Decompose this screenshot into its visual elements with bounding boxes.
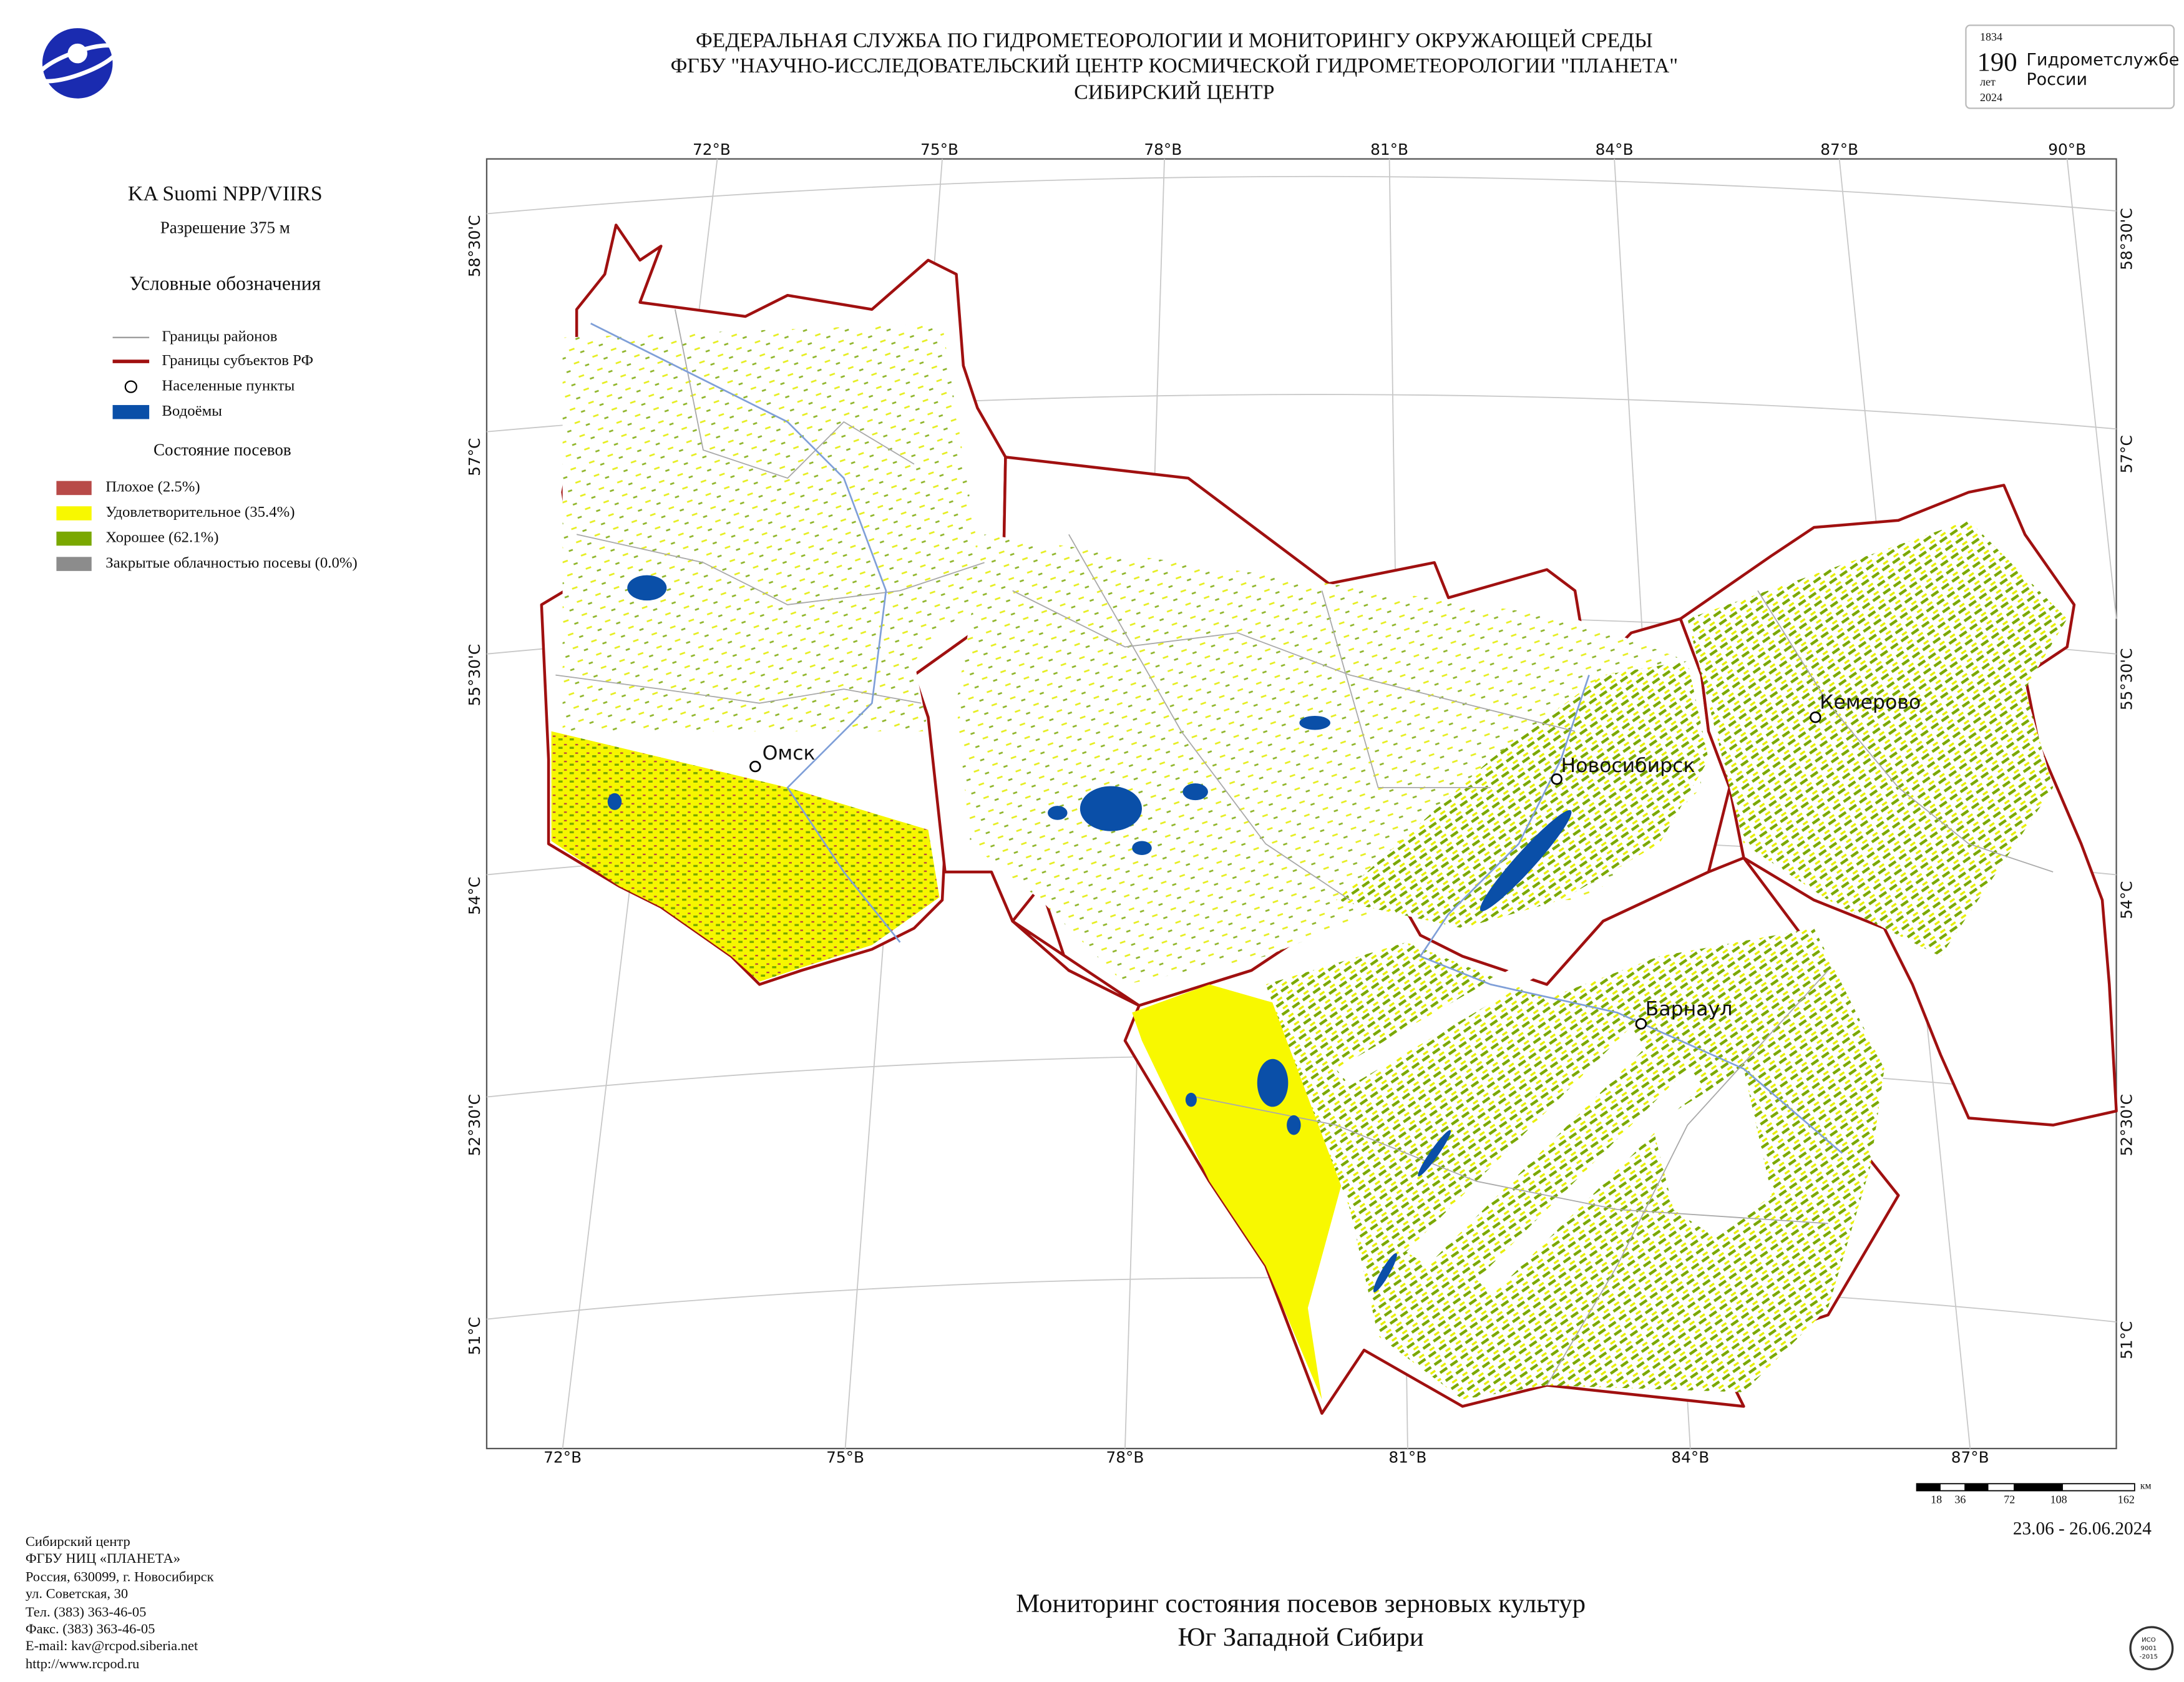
- logo-text: 2024: [1980, 91, 2002, 104]
- legend: KA Suomi NPP/VIIRS Разрешение 375 м Усло…: [56, 182, 358, 571]
- footer-line: Факс. (383) 363-46-05: [26, 1621, 155, 1636]
- footer: Сибирский центр ФГБУ НИЦ «ПЛАНЕТА» Росси…: [26, 1533, 214, 1671]
- lon-label: 81°В: [1388, 1449, 1426, 1467]
- lat-label: 55°30'С: [2118, 648, 2136, 711]
- iso-text: -2015: [2140, 1653, 2158, 1660]
- scale-label: 108: [2050, 1493, 2067, 1505]
- footer-line: E-mail: kav@rcpod.siberia.net: [26, 1638, 198, 1653]
- lat-label: 54°С: [2118, 881, 2136, 919]
- lat-label: 58°30'С: [466, 215, 484, 278]
- lon-label: 75°В: [826, 1449, 864, 1467]
- lat-label: 54°С: [466, 877, 484, 915]
- lon-label: 72°В: [693, 140, 731, 159]
- title: Мониторинг состояния посевов зерновых ку…: [1016, 1589, 1586, 1618]
- legend-label: Удовлетворительное (35.4%): [105, 504, 295, 521]
- lat-label: 52°30'С: [466, 1094, 484, 1156]
- scale-bar: 18 36 72 108 162 км: [1916, 1480, 2152, 1505]
- iso-logo: ИСО 9001 -2015: [2129, 1626, 2174, 1671]
- planeta-logo: [36, 28, 120, 99]
- lon-label: 81°В: [1370, 140, 1408, 159]
- lon-label: 87°В: [1820, 140, 1858, 159]
- river: [1419, 675, 1843, 1154]
- lat-label: 51°С: [466, 1317, 484, 1355]
- lon-label: 87°В: [1951, 1449, 1989, 1467]
- footer-line: Тел. (383) 363-46-05: [26, 1604, 147, 1620]
- river: [590, 323, 901, 943]
- map: 72°В 75°В 78°В 81°В 84°В 87°В 90°В 72°В …: [466, 140, 2136, 1467]
- graticule-labels: 72°В 75°В 78°В 81°В 84°В 87°В 90°В 72°В …: [466, 140, 2136, 1467]
- lon-label: 72°В: [544, 1449, 582, 1467]
- footer-line: http://www.rcpod.ru: [26, 1656, 139, 1671]
- header-line: ФЕДЕРАЛЬНАЯ СЛУЖБА ПО ГИДРОМЕТЕОРОЛОГИИ …: [696, 29, 1653, 52]
- date: 23.06 - 26.06.2024: [2013, 1518, 2152, 1538]
- legend-swatch: [56, 557, 92, 571]
- scale-unit: км: [2140, 1480, 2152, 1491]
- resolution: Разрешение 375 м: [160, 218, 290, 237]
- footer-line: ул. Советская, 30: [26, 1585, 128, 1601]
- lat-label: 55°30'С: [466, 644, 484, 707]
- footer-line: ФГБУ НИЦ «ПЛАНЕТА»: [26, 1550, 180, 1566]
- header-line: СИБИРСКИЙ ЦЕНТР: [1074, 81, 1274, 104]
- lon-label: 75°В: [920, 140, 958, 159]
- logo-text: России: [2026, 70, 2087, 89]
- scale-label: 18: [1931, 1493, 1942, 1505]
- crops-title: Состояние посевов: [154, 441, 291, 459]
- logo-text: лет: [1980, 76, 1996, 88]
- city-marker: [749, 760, 761, 773]
- water-bodies: [607, 575, 1572, 1293]
- footer-line: Сибирский центр: [26, 1533, 130, 1549]
- logo-frame: [1965, 24, 2175, 109]
- lat-label: 57°С: [466, 438, 484, 476]
- legend-label: Плохое (2.5%): [105, 479, 200, 496]
- lat-label: 51°С: [2118, 1321, 2136, 1359]
- legend-label: Границы районов: [162, 328, 277, 345]
- logo-text: 190: [1977, 47, 2017, 77]
- lon-label: 84°В: [1596, 140, 1634, 159]
- crop-areas: [551, 323, 2067, 1400]
- lon-label: 78°В: [1144, 140, 1182, 159]
- legend-label: Водоёмы: [162, 403, 222, 419]
- logo-text: Гидрометслужбе: [2026, 50, 2179, 69]
- header: ФЕДЕРАЛЬНАЯ СЛУЖБА ПО ГИДРОМЕТЕОРОЛОГИИ …: [671, 29, 1678, 104]
- city-label: Новосибирск: [1561, 755, 1695, 777]
- district-borders: [555, 309, 2054, 1386]
- lon-label: 90°В: [2048, 140, 2086, 159]
- cities: Омск Новосибирск Кемерово Барнаул: [749, 692, 1921, 1030]
- title: Юг Западной Сибири: [1178, 1623, 1424, 1652]
- lon-label: 78°В: [1106, 1449, 1144, 1467]
- header-line: ФГБУ "НАУЧНО-ИССЛЕДОВАТЕЛЬСКИЙ ЦЕНТР КОС…: [671, 54, 1678, 77]
- city-label: Омск: [763, 742, 816, 765]
- city-label: Барнаул: [1645, 998, 1733, 1020]
- scale-label: 72: [2004, 1493, 2015, 1505]
- iso-text: 9001: [2140, 1645, 2157, 1652]
- satellite: KA Suomi NPP/VIIRS: [128, 182, 323, 205]
- city-marker: [1810, 711, 1821, 723]
- legend-swatch: [56, 506, 92, 521]
- lon-label: 84°В: [1671, 1449, 1709, 1467]
- scale-label: 36: [1954, 1493, 1966, 1505]
- legend-symbol: [112, 404, 150, 419]
- lat-label: 58°30'С: [2118, 208, 2136, 270]
- legend-label: Населенные пункты: [162, 377, 295, 394]
- legend-title: Условные обозначения: [130, 273, 321, 295]
- legend-label: Закрытые облачностью посевы (0.0%): [105, 554, 357, 571]
- logo-text: 1834: [1980, 31, 2002, 43]
- legend-swatch: [56, 531, 92, 546]
- city-marker: [1635, 1018, 1647, 1030]
- city-label: Кемерово: [1820, 692, 1921, 714]
- legend-label: Хорошее (62.1%): [105, 529, 218, 546]
- anniversary-logo: 1834 190 лет 2024 Гидрометслужбе России: [1965, 24, 2179, 109]
- city-marker: [1551, 773, 1562, 785]
- legend-swatch: [56, 481, 92, 496]
- legend-symbol: [124, 380, 137, 393]
- footer-line: Россия, 630099, г. Новосибирск: [26, 1568, 214, 1584]
- lat-label: 52°30'С: [2118, 1094, 2136, 1156]
- iso-text: ИСО: [2142, 1636, 2156, 1643]
- lat-label: 57°С: [2118, 435, 2136, 473]
- scale-label: 162: [2118, 1493, 2135, 1505]
- legend-label: Границы субъектов РФ: [162, 352, 313, 369]
